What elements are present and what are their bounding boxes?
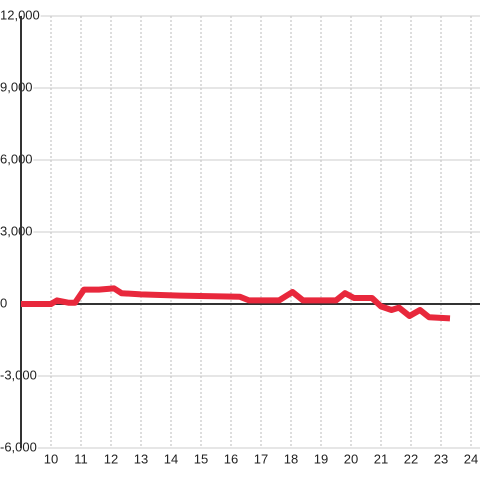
- x-tick-label: 13: [134, 451, 148, 466]
- y-tick-label: 6,000: [0, 151, 33, 166]
- x-tick-label: 24: [464, 451, 478, 466]
- y-tick-label: 12,000: [0, 7, 40, 22]
- x-tick-label: 23: [434, 451, 448, 466]
- x-tick-label: 20: [344, 451, 358, 466]
- x-tick-label: 10: [44, 451, 58, 466]
- x-tick-label: 12: [104, 451, 118, 466]
- x-tick-label: 16: [224, 451, 238, 466]
- y-tick-label: 3,000: [0, 223, 33, 238]
- x-tick-label: 21: [374, 451, 388, 466]
- x-tick-label: 17: [254, 451, 268, 466]
- x-tick-label: 18: [284, 451, 298, 466]
- y-tick-label: 0: [0, 295, 7, 310]
- x-tick-label: 19: [314, 451, 328, 466]
- x-tick-label: 14: [164, 451, 178, 466]
- x-tick-label: 22: [404, 451, 418, 466]
- x-tick-label: 15: [194, 451, 208, 466]
- x-tick-label: 11: [74, 451, 88, 466]
- y-tick-label: -6,000: [0, 439, 37, 454]
- y-tick-label: 9,000: [0, 79, 33, 94]
- line-series: [21, 285, 451, 322]
- y-tick-label: -3,000: [0, 367, 37, 382]
